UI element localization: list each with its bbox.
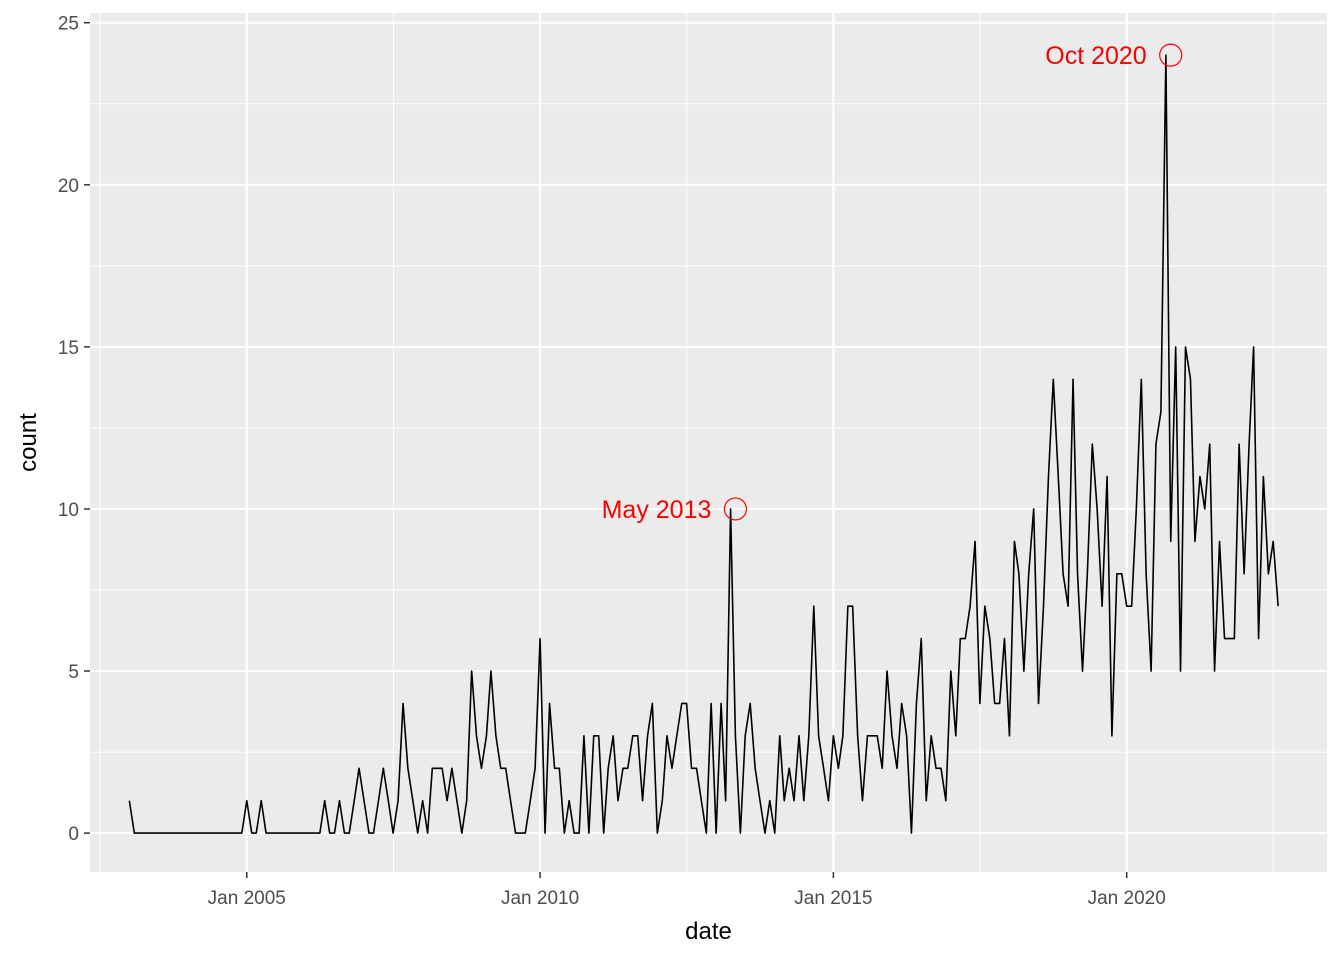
y-axis-title: count [15, 413, 42, 472]
minor-gridlines [90, 13, 1327, 872]
y-tick-label: 5 [68, 662, 79, 683]
y-tick-label: 0 [68, 824, 79, 845]
annotation-label: Oct 2020 [1045, 42, 1146, 70]
y-tick-label: 10 [58, 500, 79, 521]
series-line [128, 54, 1279, 834]
x-tick-label: Jan 2010 [501, 888, 579, 909]
x-axis-tick-labels: Jan 2005 Jan 2010 Jan 2015 Jan 2020 [208, 888, 1166, 909]
x-tick-label: Jan 2005 [208, 888, 286, 909]
x-tick-label: Jan 2015 [794, 888, 872, 909]
x-axis-title: date [685, 918, 732, 945]
y-axis-tick-labels: 0 5 10 15 20 25 [58, 14, 79, 845]
y-tick-label: 25 [58, 14, 79, 35]
annotation-marker [1159, 43, 1183, 67]
y-tick-label: 15 [58, 338, 79, 359]
annotation-marker [723, 497, 748, 521]
y-tick-label: 20 [58, 176, 79, 197]
annotations: May 2013 Oct 2020 [602, 42, 1183, 524]
plot-panel [90, 13, 1327, 872]
axis-ticks [84, 21, 1128, 878]
annotation-label: May 2013 [602, 496, 712, 524]
x-tick-label: Jan 2020 [1088, 888, 1166, 909]
